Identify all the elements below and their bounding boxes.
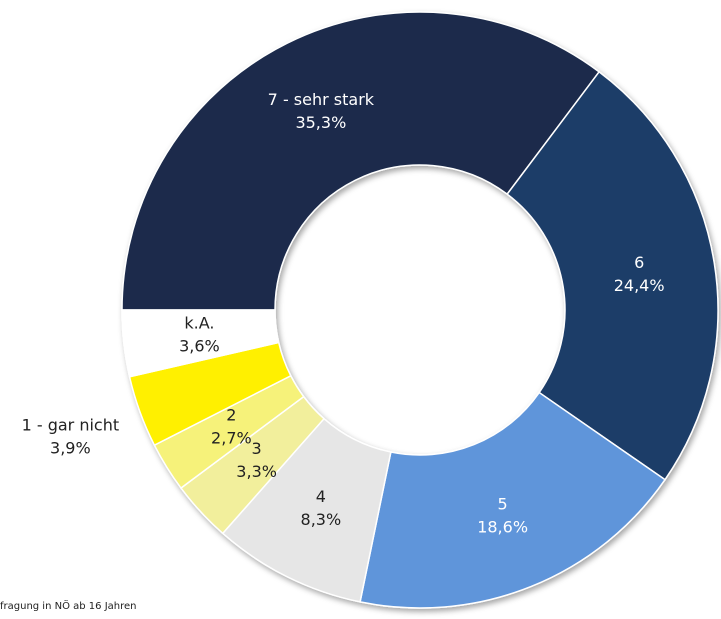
donut-segment (506, 70, 719, 481)
donut-segment (121, 309, 280, 378)
segment-label: 3 (252, 439, 262, 458)
segment-label: 6 (634, 253, 644, 272)
donut-segment (121, 11, 601, 311)
segment-label: 1 - gar nicht (22, 415, 120, 434)
donut-segment (359, 391, 667, 609)
data-label: 24,4% (614, 276, 665, 295)
segment-label: k.A. (184, 314, 214, 333)
data-label: 35,3% (295, 113, 346, 132)
segment-label: 7 - sehr stark (268, 90, 375, 109)
data-label: 3,9% (50, 438, 91, 457)
segment-label: 2 (226, 406, 236, 425)
note: fragung in NÖ ab 16 Jahren (0, 599, 137, 612)
data-label: 3,6% (179, 337, 220, 356)
data-label: 8,3% (301, 510, 342, 529)
data-label: 18,6% (477, 518, 528, 537)
segment-label: 5 (498, 495, 508, 514)
data-label: 3,3% (236, 462, 277, 481)
data-label: 2,7% (211, 429, 252, 448)
donut (121, 11, 719, 609)
segment-label: 4 (316, 487, 326, 506)
